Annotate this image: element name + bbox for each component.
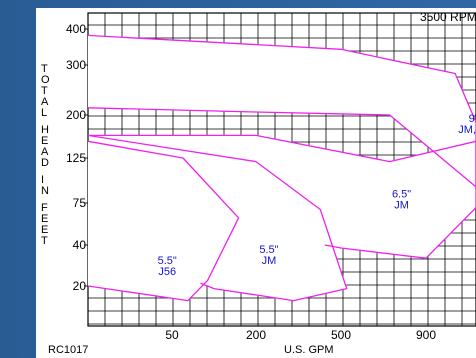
pump-curve-line xyxy=(87,134,348,302)
pump-curves xyxy=(87,34,476,302)
pump-curve-line xyxy=(87,140,240,302)
curve-label: JM,JP xyxy=(458,124,476,136)
region-fill xyxy=(88,35,476,187)
x-tick-label: 200 xyxy=(246,328,266,342)
y-tick-label: 125 xyxy=(66,151,86,165)
curve-label: 6.5" xyxy=(392,188,411,200)
y-tick-label: 40 xyxy=(73,238,87,252)
y-tick-label: 400 xyxy=(66,22,86,36)
model-label: RC1017 xyxy=(48,344,88,356)
x-tick-label: 500 xyxy=(331,328,351,342)
y-tick-label: 200 xyxy=(66,108,86,122)
x-tick-label: 50 xyxy=(165,328,179,342)
curve-label: JM xyxy=(262,255,277,267)
curve-label: 5.5" xyxy=(259,244,278,256)
curve-label: 5.5" xyxy=(158,255,177,267)
pump-curve-line xyxy=(87,34,476,188)
curve-label: 9" xyxy=(469,113,476,125)
y-tick-label: 20 xyxy=(73,279,87,293)
chart-title: 3500 RPM xyxy=(420,10,476,24)
x-tick-label: 900 xyxy=(416,328,436,342)
x-axis-label: U.S. GPM xyxy=(284,344,334,356)
y-tick-label: 300 xyxy=(66,58,86,72)
region-fill xyxy=(88,141,239,301)
curve-label: JM xyxy=(394,199,409,211)
tick-labels: 400 300 200 125 75 40 20 50 200 500 900 xyxy=(66,22,436,342)
curve-label: J56 xyxy=(158,266,176,278)
y-tick-label: 75 xyxy=(73,196,87,210)
curve-labels: 9"JM,JP6.5"JM5.5"JM5.5"J56 xyxy=(158,113,476,278)
pump-curve-line xyxy=(88,134,476,259)
